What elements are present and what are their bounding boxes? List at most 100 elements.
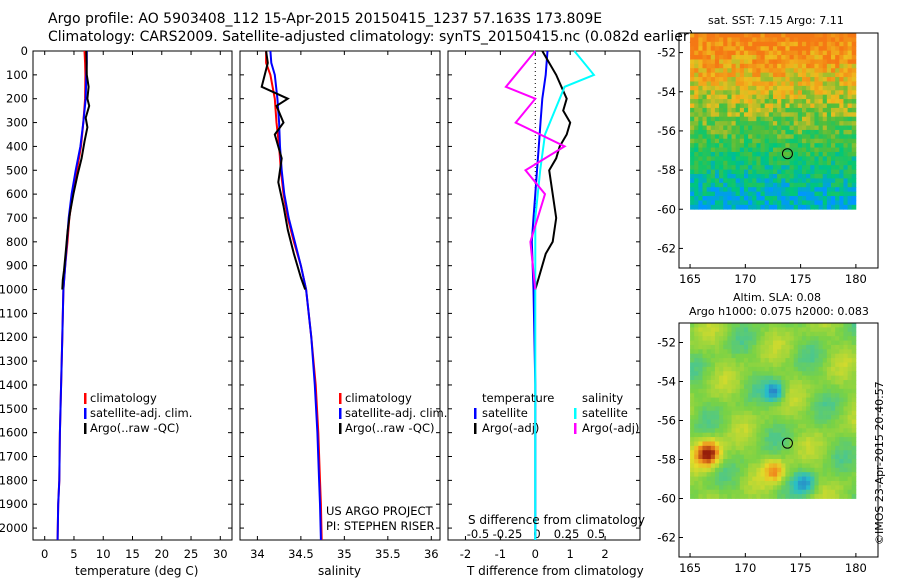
sst-cell — [847, 116, 853, 122]
sst-cell — [710, 125, 716, 131]
sla-cell — [764, 489, 770, 495]
sla-cell — [756, 489, 761, 495]
sst-cell — [851, 63, 857, 69]
sst-cell — [768, 50, 774, 56]
sla-cell — [793, 353, 799, 359]
sla-cell — [743, 415, 749, 420]
sla-cell — [714, 450, 720, 456]
sla-cell — [785, 454, 790, 460]
sst-cell — [835, 41, 840, 47]
sst-cell — [772, 94, 778, 100]
sla-cell — [723, 362, 728, 368]
sst-cell — [694, 72, 699, 78]
sst-cell — [731, 178, 737, 184]
sst-cell — [835, 187, 840, 193]
sst-cell — [822, 90, 828, 96]
sst-cell — [756, 116, 761, 122]
sla-cell — [785, 336, 790, 341]
sst-cell — [818, 134, 824, 140]
sst-cell — [764, 182, 770, 188]
sla-cell — [727, 437, 732, 442]
sst-cell — [835, 85, 840, 91]
sla-cell — [831, 358, 836, 363]
sla-cell — [847, 331, 853, 337]
sst-cell — [690, 99, 695, 104]
sla-cell — [739, 441, 745, 447]
sla-cell — [797, 437, 803, 442]
sst-cell — [806, 81, 811, 87]
sla-cell — [797, 428, 803, 434]
sst-cell — [743, 107, 749, 113]
sst-cell — [839, 178, 844, 184]
sla-cell — [797, 366, 803, 372]
sla-cell — [694, 336, 699, 341]
sla-cell — [690, 380, 695, 385]
sla-cell — [764, 463, 770, 469]
sla-cell — [768, 494, 774, 499]
sst-cell — [781, 37, 786, 43]
sst-cell — [719, 138, 724, 144]
sla-cell — [839, 406, 844, 412]
sst-cell — [719, 182, 724, 188]
sst-cell — [752, 85, 757, 91]
sst-cell — [781, 99, 786, 104]
sla-cell — [847, 480, 853, 486]
sla-cell — [698, 432, 703, 438]
sst-cell — [727, 182, 732, 188]
difference-xtick-label: 0 — [532, 547, 539, 561]
sst-cell — [814, 37, 819, 43]
sst-cell — [814, 178, 819, 184]
sla-cell — [723, 472, 728, 477]
sla-cell — [723, 380, 728, 385]
sst-cell — [826, 204, 832, 210]
sla-cell — [694, 393, 699, 398]
sst-cell — [793, 59, 799, 65]
sla-cell — [731, 323, 737, 328]
sst-cell — [764, 178, 770, 184]
sla-cell — [719, 353, 724, 359]
sla-cell — [789, 327, 795, 333]
sla-cell — [719, 393, 724, 398]
sla-cell — [698, 454, 703, 460]
sla-cell — [710, 437, 716, 442]
sst-cell — [739, 37, 745, 43]
sst-cell — [793, 156, 799, 162]
sst-cell — [735, 107, 741, 113]
sla-cell — [706, 406, 712, 412]
sla-cell — [743, 384, 749, 390]
sla-cell — [698, 485, 703, 491]
sla-cell — [772, 428, 778, 434]
sst-cell — [727, 116, 732, 122]
sla-cell — [748, 401, 753, 407]
sla-cell — [731, 362, 737, 368]
sla-cell — [797, 463, 803, 469]
sla-cell — [739, 384, 745, 390]
sst-cell — [748, 33, 753, 38]
sla-cell — [814, 432, 819, 438]
sla-cell — [781, 432, 786, 438]
sst-cell — [727, 200, 732, 206]
sla-cell — [814, 388, 819, 394]
sst-cell — [789, 94, 795, 100]
sla-cell — [814, 397, 819, 403]
sla-cell — [814, 366, 819, 372]
sla-cell — [822, 494, 828, 499]
sla-cell — [719, 358, 724, 363]
sla-cell — [847, 393, 853, 398]
sst-cell — [851, 125, 857, 131]
sla-cell — [806, 441, 811, 447]
sst-cell — [777, 138, 782, 144]
sst-cell — [748, 107, 753, 113]
sst-cell — [723, 121, 728, 126]
sla-cell — [814, 454, 819, 460]
sst-cell — [698, 134, 703, 140]
sst-cell — [710, 99, 716, 104]
sst-cell — [851, 143, 857, 148]
sla-cell — [719, 401, 724, 407]
sst-cell — [714, 94, 720, 100]
sla-cell — [814, 445, 819, 451]
sla-cell — [822, 472, 828, 477]
sst-cell — [814, 121, 819, 126]
sla-cell — [702, 476, 708, 482]
